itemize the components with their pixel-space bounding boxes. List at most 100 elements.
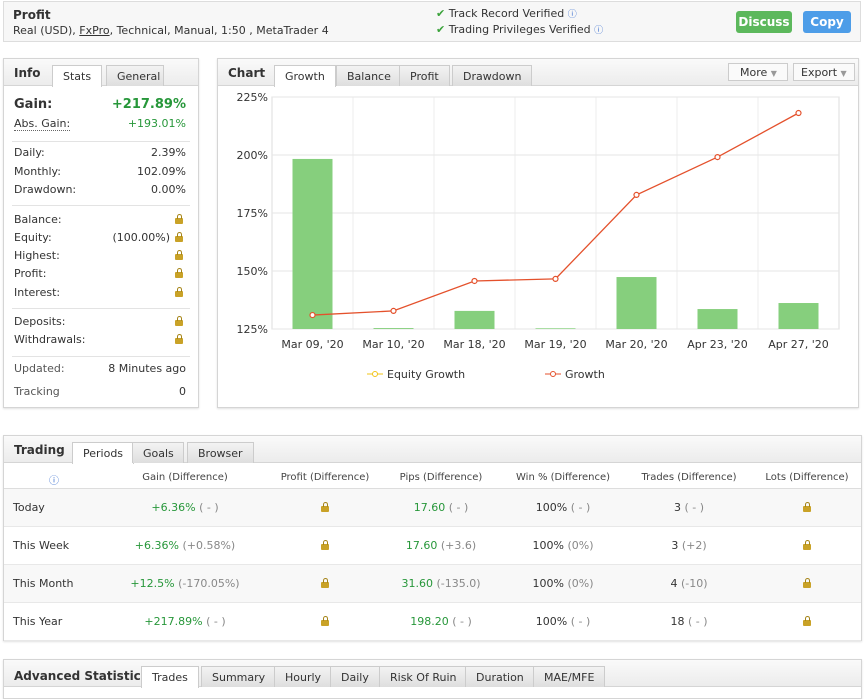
stat-label: Deposits: xyxy=(14,315,66,328)
lock-icon xyxy=(803,616,811,626)
table-cell: 100% (0%) xyxy=(493,539,633,552)
broker-link[interactable]: FxPro xyxy=(79,24,110,37)
page: {"header":{"title":"Profit","account":"R… xyxy=(3,1,862,699)
bar xyxy=(535,328,576,329)
tab[interactable]: Risk Of Ruin xyxy=(379,666,468,687)
tab[interactable]: Drawdown xyxy=(452,65,533,86)
stat-row: Interest: xyxy=(14,286,186,302)
column-header: Win % (Difference) xyxy=(516,472,610,483)
separator xyxy=(12,141,190,142)
x-tick-label: Apr 23, '20 xyxy=(687,338,748,351)
x-tick-label: Mar 20, '20 xyxy=(605,338,667,351)
point xyxy=(552,275,559,282)
table-cell: 100% ( - ) xyxy=(493,501,633,514)
y-tick-label: 200% xyxy=(237,149,268,162)
tab[interactable]: Periods xyxy=(72,442,135,464)
tab[interactable]: Goals xyxy=(132,442,184,463)
stat-row: Updated: 8 Minutes ago xyxy=(14,362,186,378)
lock-icon xyxy=(175,268,183,278)
lock-icon xyxy=(803,502,811,512)
stat-label: Tracking xyxy=(14,385,60,398)
point xyxy=(471,277,478,285)
bar xyxy=(778,303,819,329)
stat-value: 0 xyxy=(179,385,186,398)
cell-value: 18 xyxy=(670,615,685,628)
table-cell: 17.60 ( - ) xyxy=(371,501,511,514)
copy-button[interactable]: Copy xyxy=(803,11,851,33)
cell-value: 100% xyxy=(532,539,564,552)
lock-icon xyxy=(175,334,183,344)
check-icon: ✔ xyxy=(436,7,446,20)
column-header: Gain (Difference) xyxy=(142,472,228,483)
point xyxy=(714,153,721,161)
table-cell: 3 (+2) xyxy=(619,539,759,552)
export-menu[interactable]: Export ▼ xyxy=(793,63,855,81)
verification-text: Trading Privileges Verified xyxy=(448,23,591,36)
cell-value: 17.60 xyxy=(413,501,446,514)
help-icon[interactable]: ⓘ xyxy=(594,26,604,36)
info-panel: Info Stats General Gain: +217.89% Abs. Gai… xyxy=(3,58,199,408)
cell-value: 198.20 xyxy=(410,615,449,628)
account-line: Real (USD), FxPro, Technical, Manual, 1:… xyxy=(13,24,329,37)
legend-marker xyxy=(372,371,378,377)
panel-title: Trading xyxy=(14,443,65,457)
tab[interactable]: Balance xyxy=(336,65,402,86)
separator xyxy=(12,308,190,309)
tab[interactable]: MAE/MFE xyxy=(533,666,606,687)
cell-diff: (+2) xyxy=(681,539,707,552)
cell-value: 3 xyxy=(671,539,679,552)
discuss-button[interactable]: Discuss xyxy=(736,11,792,33)
cell-value: +6.36% xyxy=(134,539,179,552)
column-header: Trades (Difference) xyxy=(641,472,737,483)
tab[interactable]: Stats xyxy=(52,65,103,87)
table-cell: 198.20 ( - ) xyxy=(371,615,511,628)
stat-label: Interest: xyxy=(14,286,61,299)
help-icon[interactable]: ⓘ xyxy=(49,476,59,487)
stat-row: Balance: xyxy=(14,213,186,229)
bar xyxy=(292,158,333,329)
tab[interactable]: Duration xyxy=(465,666,535,687)
x-tick-label: Mar 19, '20 xyxy=(524,338,586,351)
stat-label: Balance: xyxy=(14,213,62,226)
stat-row: Gain: +217.89% xyxy=(14,97,186,113)
stat-value: 102.09% xyxy=(137,165,186,178)
lock-icon xyxy=(803,578,811,588)
cell-diff: (-170.05%) xyxy=(178,577,240,590)
point xyxy=(309,311,316,319)
table-cell: 31.60 (-135.0) xyxy=(371,577,511,590)
help-icon[interactable]: ⓘ xyxy=(567,10,577,20)
tab[interactable]: General xyxy=(106,65,164,86)
stat-row: Highest: xyxy=(14,249,186,265)
stat-row: Profit: xyxy=(14,267,186,283)
chart: 125% 150% 175% 200% 225% Mar 09, '20 Mar 10, '… xyxy=(237,91,840,381)
tab[interactable]: Profit xyxy=(399,65,450,86)
stat-label: Highest: xyxy=(14,249,60,262)
more-menu[interactable]: More ▼ xyxy=(728,63,788,81)
cell-value: 100% xyxy=(535,501,568,514)
account: Real (USD), xyxy=(13,24,80,37)
stat-row: Drawdown: 0.00% xyxy=(14,183,186,199)
x-tick-label: Apr 27, '20 xyxy=(768,338,829,351)
tab[interactable]: Daily xyxy=(330,666,380,687)
stat-label: Equity: xyxy=(14,231,52,244)
verification-text: Track Record Verified xyxy=(448,7,565,20)
header-title: Profit xyxy=(13,8,51,22)
tab[interactable]: Browser xyxy=(187,442,254,463)
tab[interactable]: Hourly xyxy=(274,666,333,687)
point xyxy=(633,191,640,199)
cell-value: +6.36% xyxy=(151,501,196,514)
trading-panel: Trading Periods Goals Browser ⓘ Gain (Di… xyxy=(3,435,862,641)
tab[interactable]: Summary xyxy=(201,666,277,687)
panel-title: Advanced Statistics xyxy=(14,669,148,683)
cell-diff: ( - ) xyxy=(448,501,469,514)
table-cell: 4 (-10) xyxy=(619,577,759,590)
bar xyxy=(454,310,495,329)
cell-value: 31.60 xyxy=(401,577,433,590)
tab[interactable]: Growth xyxy=(274,65,336,87)
y-tick-label: 150% xyxy=(237,265,268,278)
check-icon: ✔ xyxy=(436,23,446,36)
cell-value: +217.89% xyxy=(144,615,203,628)
tab[interactable]: Trades xyxy=(141,666,199,688)
column-header: Pips (Difference) xyxy=(399,472,483,483)
row-label: This Month xyxy=(13,577,74,590)
